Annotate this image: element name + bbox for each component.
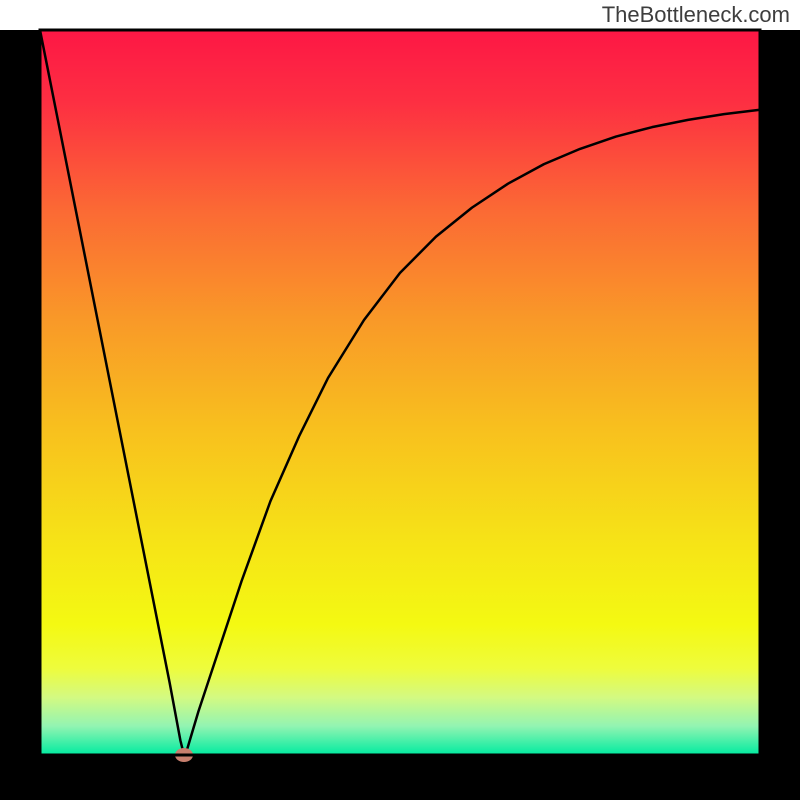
credit-label: TheBottleneck.com (602, 2, 790, 28)
bottleneck-chart: TheBottleneck.com (0, 0, 800, 800)
chart-svg (0, 0, 800, 800)
